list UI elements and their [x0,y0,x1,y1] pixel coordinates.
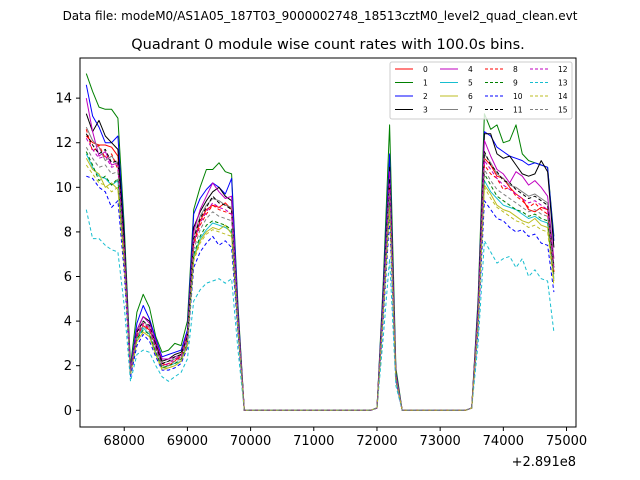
y-tick-label: 14 [55,92,72,107]
chart-title: Quadrant 0 module wise count rates with … [131,37,525,53]
y-tick-label: 8 [64,225,72,240]
legend-label-3: 3 [423,106,428,115]
legend-box [389,61,573,120]
x-tick-label: 72000 [356,434,397,449]
x-tick-label: 74000 [483,434,524,449]
series-line-15 [85,146,555,411]
x-tick-label: 68000 [104,434,145,449]
legend-label-11: 11 [513,106,523,115]
legend-label-10: 10 [513,92,523,101]
axis-layer: 68000 69000 70000 71000 72000 73000 74000 75000… [55,92,587,449]
legend-label-14: 14 [558,92,568,101]
legend-label-2: 2 [423,92,428,101]
legend-label-15: 15 [558,106,568,115]
legend-label-6: 6 [468,92,473,101]
x-tick-label: 69000 [167,434,208,449]
x-tick-label: 71000 [293,434,334,449]
x-tick-label: 75000 [546,434,587,449]
series-line-11 [85,133,555,411]
y-tick-label: 6 [64,270,72,285]
x-offset-label: +2.891e8 [512,455,576,470]
legend-label-12: 12 [558,65,568,74]
y-tick-label: 10 [55,181,72,196]
legend-label-5: 5 [468,79,473,88]
x-tick-label: 73000 [419,434,460,449]
y-tick-label: 0 [64,404,72,419]
legend-label-0: 0 [423,65,428,74]
legend-label-4: 4 [468,65,473,74]
plot-frame [79,57,577,428]
legend-label-13: 13 [558,79,568,88]
legend-label-8: 8 [513,65,518,74]
data-file-label: Data file: modeM0/AS1A05_187T03_90000027… [63,9,578,23]
legend-label-9: 9 [513,79,518,88]
legend-label-7: 7 [468,106,473,115]
y-tick-label: 4 [64,315,72,330]
legend-label-1: 1 [423,79,428,88]
y-tick-label: 12 [55,136,72,151]
x-tick-label: 70000 [230,434,271,449]
y-tick-label: 2 [64,359,72,374]
series-layer [85,73,555,411]
